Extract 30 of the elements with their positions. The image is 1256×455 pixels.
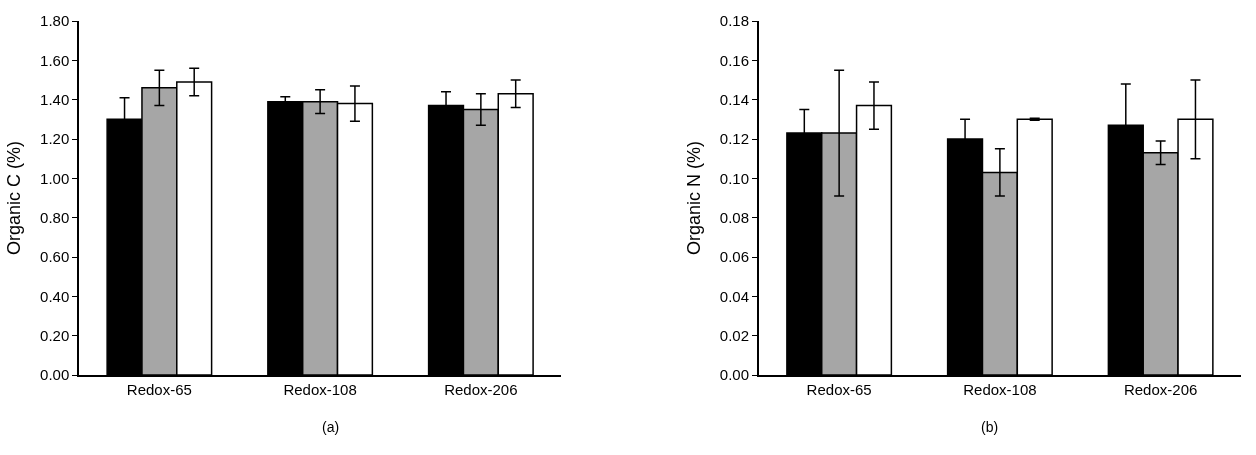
y-tick-label: 0.00	[719, 366, 750, 384]
y-tick-label: 1.20	[40, 130, 70, 148]
y-tick-label: 0.60	[40, 248, 70, 266]
y-axis-title: Organic N (%)	[683, 140, 704, 256]
y-tick-label: 0.06	[719, 248, 750, 266]
x-tick-label: Redox-65	[806, 380, 872, 398]
y-tick-label: 0.00	[40, 366, 70, 384]
x-tick-label: Redox-206	[444, 380, 518, 398]
y-tick-label: 0.08	[719, 208, 750, 226]
y-tick-label: 1.40	[40, 90, 70, 108]
x-tick-label: Redox-108	[283, 380, 357, 398]
y-tick-label: 1.00	[40, 169, 70, 187]
y-tick-label: 0.16	[719, 51, 750, 69]
y-tick-label: 0.40	[40, 287, 70, 305]
x-tick-label: Redox-65	[126, 380, 192, 398]
y-tick-label: 0.14	[719, 90, 750, 108]
y-tick-label: 1.80	[40, 12, 70, 30]
x-tick-label: Redox-206	[1123, 380, 1198, 398]
text: (a)	[322, 419, 340, 435]
text: (b)	[981, 419, 999, 435]
y-tick-label: 0.02	[719, 326, 750, 344]
y-tick-label: 0.80	[40, 208, 70, 226]
y-tick-label: 0.10	[719, 169, 750, 187]
x-tick-label: Redox-108	[963, 380, 1037, 398]
y-tick-label: 0.18	[719, 12, 750, 30]
y-axis-title: Organic C (%)	[3, 140, 24, 256]
y-tick-label: 0.20	[40, 326, 70, 344]
y-tick-label: 0.12	[719, 130, 750, 148]
y-tick-label: 1.60	[40, 51, 70, 69]
y-tick-label: 0.04	[719, 287, 750, 305]
